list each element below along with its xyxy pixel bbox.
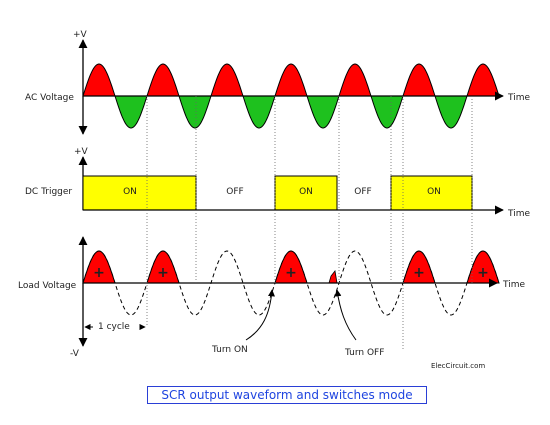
load-voltage-row: Load Voltage -V + + + + + Time	[18, 236, 525, 359]
load-pulses: + + + + +	[82, 250, 500, 284]
load-conducting-pulse	[274, 250, 308, 284]
pulse-plus-sign: +	[157, 265, 169, 281]
ac-sine-wave	[82, 63, 500, 129]
ac-negative-half	[178, 95, 212, 129]
turn-off-arrow	[334, 289, 357, 341]
trigger-segment-5: ON	[427, 187, 441, 197]
trigger-time-label: Time	[507, 209, 530, 219]
trigger-on-pulse-1	[82, 175, 197, 211]
ac-positive-half	[82, 63, 116, 97]
load-voltage-label: Load Voltage	[18, 281, 77, 291]
pulse-plus-sign: +	[413, 265, 425, 281]
ac-voltage-label: AC Voltage	[25, 93, 74, 103]
caption-text: SCR output waveform and switches mode	[161, 388, 413, 402]
load-residual-pulse	[328, 270, 338, 284]
load-conducting-pulse	[146, 250, 180, 284]
ac-positive-half	[466, 63, 500, 97]
caption-box: SCR output waveform and switches mode	[147, 386, 427, 404]
ac-positive-half	[402, 63, 436, 97]
trigger-segment-2: OFF	[226, 187, 243, 197]
turn-off-annotation: Turn OFF	[334, 289, 384, 358]
turn-on-arrow	[245, 289, 275, 341]
ac-time-label: Time	[507, 93, 530, 103]
pulse-plus-sign: +	[93, 265, 105, 281]
load-minus-v-label: -V	[70, 349, 80, 359]
ac-negative-half	[306, 95, 340, 129]
timing-guides	[146, 96, 473, 351]
cycle-label: 1 cycle	[98, 322, 130, 332]
ac-negative-half	[434, 95, 468, 129]
dc-trigger-label: DC Trigger	[25, 187, 72, 197]
dc-trigger-row: +V DC Trigger Time ON OFF ON OFF ON	[25, 147, 530, 219]
load-conducting-pulse	[402, 250, 436, 284]
ac-positive-half	[210, 63, 244, 97]
ac-positive-half	[146, 63, 180, 97]
ac-positive-half	[274, 63, 308, 97]
ac-plus-v-label: +V	[73, 30, 88, 40]
load-time-label: Time	[502, 280, 525, 290]
trigger-segment-3: ON	[299, 187, 313, 197]
trigger-segment-1: ON	[123, 187, 137, 197]
ac-negative-half	[242, 95, 276, 129]
turn-on-annotation: Turn ON	[211, 289, 275, 355]
trigger-on-pulse-2	[274, 175, 338, 211]
load-conducting-pulse	[82, 250, 116, 284]
ac-voltage-row: AC Voltage +V Time	[25, 30, 530, 135]
turn-off-label: Turn OFF	[344, 348, 384, 358]
pulse-plus-sign: +	[477, 265, 489, 281]
ac-negative-half	[114, 95, 148, 129]
cycle-label-bg	[95, 320, 139, 332]
watermark: ElecCircuit.com	[431, 362, 485, 370]
trigger-pulses	[82, 175, 473, 211]
pulse-plus-sign: +	[285, 265, 297, 281]
load-conducting-pulse	[466, 250, 500, 284]
cycle-dimension: 1 cycle	[84, 320, 146, 332]
trigger-segment-4: OFF	[354, 187, 371, 197]
ac-negative-half	[370, 95, 404, 129]
trigger-plus-v-label: +V	[74, 147, 89, 157]
ac-positive-half	[338, 63, 372, 97]
turn-on-label: Turn ON	[211, 345, 248, 355]
